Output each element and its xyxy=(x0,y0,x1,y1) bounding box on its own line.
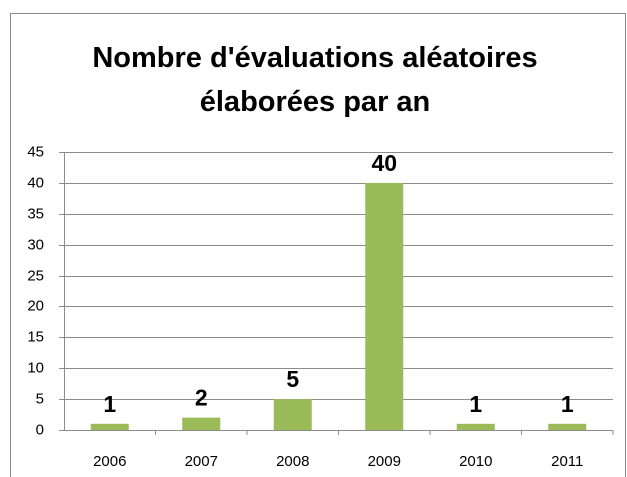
y-tick-label: 40 xyxy=(27,174,44,191)
bar xyxy=(182,417,221,430)
y-tick-label: 20 xyxy=(27,297,44,314)
bar xyxy=(456,423,495,430)
y-tick-label: 5 xyxy=(36,390,44,407)
data-label: 1 xyxy=(103,391,116,417)
x-tick-label: 2008 xyxy=(276,453,309,470)
y-tick-label: 30 xyxy=(27,236,44,253)
y-tick-label: 15 xyxy=(27,328,44,345)
data-label: 5 xyxy=(286,366,299,392)
data-label: 2 xyxy=(195,385,208,411)
x-tick-label: 2006 xyxy=(93,453,126,470)
bar xyxy=(273,399,312,430)
x-tick-label: 2007 xyxy=(185,453,218,470)
data-label: 40 xyxy=(371,150,397,176)
bar xyxy=(90,423,129,430)
x-tick-label: 2011 xyxy=(551,453,583,470)
y-tick-label: 0 xyxy=(36,421,44,438)
y-tick-label: 35 xyxy=(27,205,44,222)
y-tick-label: 10 xyxy=(27,359,44,376)
data-label: 1 xyxy=(561,391,574,417)
x-tick-label: 2009 xyxy=(368,453,401,470)
chart-title: Nombre d'évaluations aléatoires élaborée… xyxy=(92,42,538,118)
chart-frame xyxy=(10,13,626,477)
bar xyxy=(548,423,587,430)
data-label: 1 xyxy=(469,391,482,417)
bar xyxy=(365,182,404,430)
y-tick-label: 25 xyxy=(27,267,44,284)
x-tick-label: 2010 xyxy=(459,453,492,470)
y-tick-label: 45 xyxy=(27,143,44,160)
